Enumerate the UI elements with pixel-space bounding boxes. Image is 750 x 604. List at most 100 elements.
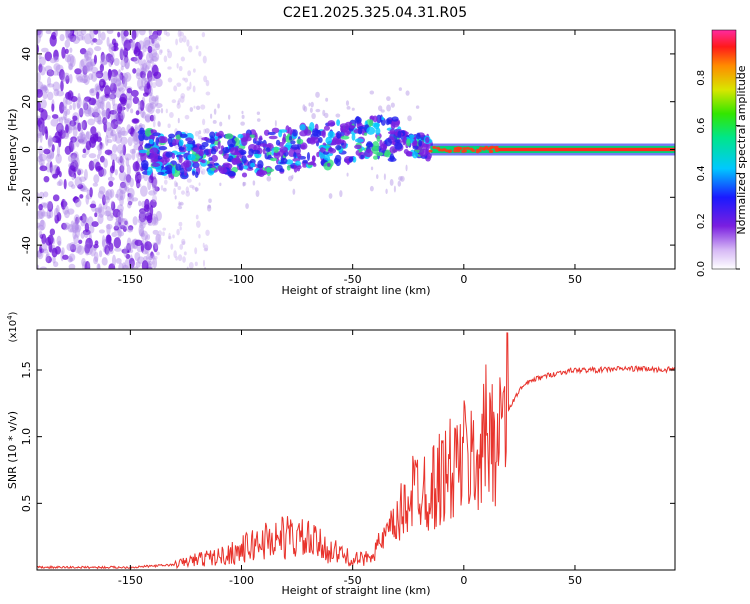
- spectrogram-blob: [65, 132, 69, 138]
- spectrogram-blob: [112, 133, 118, 142]
- spectrogram-blob: [115, 156, 121, 164]
- spectrogram-blob: [465, 146, 470, 150]
- spectrogram-blob: [157, 236, 161, 245]
- spectrogram-blob: [78, 137, 87, 145]
- spectrogram-blob: [198, 182, 201, 186]
- spectrogram-blob: [99, 63, 105, 73]
- spectrogram-blob: [205, 79, 210, 87]
- spectrogram-blob: [37, 32, 41, 44]
- spectrogram-blob: [82, 67, 88, 78]
- spectrogram-blob: [290, 140, 296, 145]
- spectrogram-blob: [163, 175, 169, 180]
- spectrogram-blob: [309, 121, 315, 131]
- spectrogram-blob: [292, 129, 298, 137]
- spectrogram-blob: [200, 168, 206, 175]
- spectrogram-blob: [140, 232, 146, 237]
- spectrogram-blob: [60, 198, 67, 210]
- spectrogram-blob: [38, 208, 45, 220]
- spectrogram-blob: [263, 129, 270, 136]
- spectrogram-blob: [181, 190, 185, 195]
- spectrogram-blob: [94, 83, 100, 91]
- spectrogram-blob: [155, 137, 160, 145]
- spectrogram-blob: [179, 243, 184, 250]
- spectrogram-blob: [278, 129, 288, 133]
- spectrogram-blob: [366, 141, 373, 148]
- spectrogram-blob: [177, 254, 183, 262]
- spectrogram-blob: [81, 213, 87, 222]
- spectrogram-blob: [407, 115, 412, 122]
- spectrogram-blob: [46, 83, 55, 88]
- spectrogram-blob: [155, 233, 162, 245]
- spectrogram-blob: [185, 160, 190, 168]
- spectrogram-blob: [37, 30, 44, 38]
- spectrogram-blob: [96, 154, 100, 160]
- spectrogram-blob: [37, 195, 40, 204]
- spectrogram-blob: [210, 113, 213, 119]
- spectrogram-blob: [340, 135, 350, 140]
- spectrogram-blob: [237, 133, 244, 139]
- spectrogram-blob: [122, 226, 127, 232]
- spectrogram-blob: [157, 135, 166, 144]
- x-tick-label: -150: [118, 273, 143, 286]
- spectrogram-blob: [336, 130, 342, 139]
- spectrogram-blob: [81, 33, 85, 41]
- spectrogram-blob: [132, 132, 141, 145]
- spectrogram-blob: [198, 130, 202, 135]
- y-tick-label: 40: [20, 47, 33, 61]
- spectrogram-blob: [81, 257, 86, 267]
- colorbar: 0.0 0.2 0.4 0.6 0.8 Normalized spectral ampl…: [696, 29, 748, 277]
- spectrogram-blob: [53, 63, 61, 71]
- spectrogram-blob: [44, 51, 53, 62]
- spectrogram-blob: [119, 150, 124, 162]
- spectrogram-blob: [171, 166, 176, 175]
- spectrogram-y-ticks: -40 -20 0 20 40: [20, 47, 675, 254]
- spectrogram-blob: [138, 85, 146, 91]
- spectrogram-blob: [85, 131, 92, 139]
- spectrogram-blob: [151, 182, 155, 190]
- spectrogram-blob: [152, 184, 158, 195]
- spectrogram-blob: [167, 254, 170, 260]
- spectrogram-blob: [376, 114, 382, 124]
- spectrogram-blob: [51, 114, 59, 119]
- spectrogram-blob: [67, 154, 76, 163]
- spectrogram-blob: [127, 136, 133, 147]
- spectrogram-blob: [118, 216, 122, 226]
- spectrogram-blob: [64, 54, 72, 63]
- spectrogram-blob: [91, 66, 99, 74]
- spectrogram-blob: [187, 154, 196, 161]
- spectrogram-blob: [77, 169, 82, 176]
- spectrogram-blob: [148, 190, 156, 196]
- spectrogram-blob: [63, 72, 70, 80]
- y-tick-label: 0.5: [20, 495, 33, 513]
- spectrogram-blob: [56, 90, 65, 97]
- spectrogram-blob: [110, 131, 114, 137]
- spectrogram-blob: [94, 251, 99, 263]
- spectrogram-blob: [128, 248, 134, 254]
- spectrogram-blob: [351, 133, 356, 141]
- spectrogram-blob: [132, 161, 140, 172]
- spectrogram-blob: [386, 96, 391, 102]
- spectrogram-blob: [182, 77, 186, 81]
- spectrogram-blob: [144, 241, 153, 251]
- spectrogram-blob: [186, 266, 189, 269]
- spectrogram-blob: [115, 217, 124, 222]
- spectrogram-blob: [91, 221, 99, 227]
- spectrogram-blob: [56, 145, 60, 157]
- spectrogram-blob: [204, 266, 207, 269]
- y-tick-label: 20: [20, 95, 33, 109]
- spectrogram-blob: [442, 148, 447, 152]
- spectrogram-blob: [105, 127, 114, 139]
- spectrogram-blob: [146, 253, 152, 263]
- spectrogram-blob: [193, 105, 196, 109]
- spectrogram-blob: [120, 136, 128, 146]
- spectrogram-blob: [269, 157, 278, 162]
- spectrogram-blob: [123, 246, 128, 258]
- spectrogram-blob: [86, 47, 94, 56]
- spectrogram-blob: [148, 95, 156, 105]
- spectrogram-blob: [85, 140, 92, 151]
- spectrogram-blob: [125, 174, 132, 183]
- spectrogram-blob: [150, 56, 158, 62]
- spectrogram-blob: [139, 70, 146, 79]
- spectrogram-blob: [377, 105, 383, 112]
- spectrogram-blob: [185, 147, 192, 152]
